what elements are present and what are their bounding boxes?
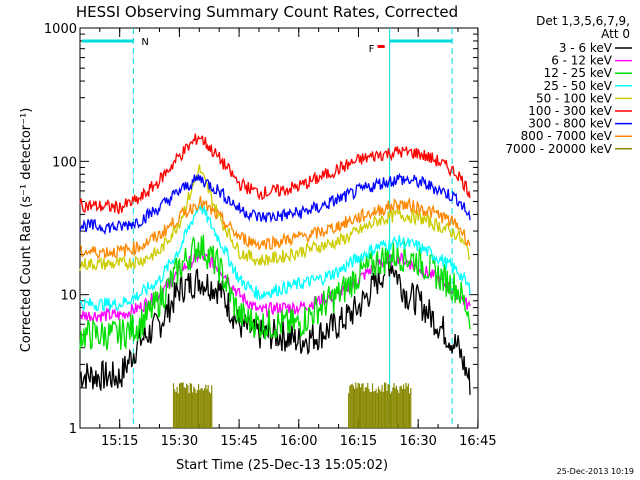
- series-line-7: [79, 195, 471, 259]
- legend-label-3: 25 - 50 keV: [544, 79, 613, 93]
- series-line-1: [79, 249, 471, 323]
- x-axis-label: Start Time (25-Dec-13 15:05:02): [176, 458, 388, 473]
- chart-title: HESSI Observing Summary Count Rates, Cor…: [76, 3, 458, 21]
- series-line-5: [79, 133, 471, 215]
- series-line-2: [79, 234, 471, 351]
- legend-header-line-1: Det 1,3,5,6,7,9,: [536, 14, 630, 28]
- legend-label-6: 300 - 800 keV: [528, 117, 612, 131]
- x-tick-label: 15:45: [220, 434, 257, 449]
- date-stamp: 25-Dec-2013 10:19: [557, 467, 634, 476]
- night-label: N: [141, 37, 148, 48]
- legend-label-8: 7000 - 20000 keV: [505, 142, 612, 156]
- x-tick-label: 15:15: [101, 434, 138, 449]
- x-tick-label: 15:30: [161, 434, 198, 449]
- legend-label-2: 12 - 25 keV: [544, 66, 613, 80]
- series-line-0: [79, 253, 471, 395]
- series-line-6: [79, 172, 471, 236]
- legend-header-line-2: Att 0: [601, 27, 630, 41]
- legend-label-5: 100 - 300 keV: [528, 104, 612, 118]
- flare-label: F: [369, 44, 375, 55]
- x-tick-label: 16:15: [340, 434, 377, 449]
- y-tick-label: 1000: [44, 22, 77, 37]
- x-tick-label: 16:45: [459, 434, 496, 449]
- legend-label-0: 3 - 6 keV: [559, 41, 613, 55]
- x-tick-label: 16:00: [280, 434, 317, 449]
- y-tick-label: 10: [60, 289, 77, 304]
- legend-label-1: 6 - 12 keV: [551, 54, 613, 68]
- plot-area: 1 10 100 1000 15:15 15:30 15:45 16:00 16:15 16:30…: [44, 22, 497, 449]
- x-tick-label: 16:30: [399, 434, 436, 449]
- legend-label-4: 50 - 100 keV: [536, 91, 613, 105]
- legend-label-7: 800 - 7000 keV: [521, 129, 613, 143]
- y-tick-label: 1: [69, 422, 77, 437]
- flare-marker-bar: [377, 45, 385, 48]
- y-axis-label: Corrected Count Rate (s⁻¹ detector⁻¹): [19, 108, 34, 353]
- y-tick-label: 100: [52, 155, 77, 170]
- series-line-3: [79, 202, 471, 312]
- series-line-4: [79, 164, 471, 272]
